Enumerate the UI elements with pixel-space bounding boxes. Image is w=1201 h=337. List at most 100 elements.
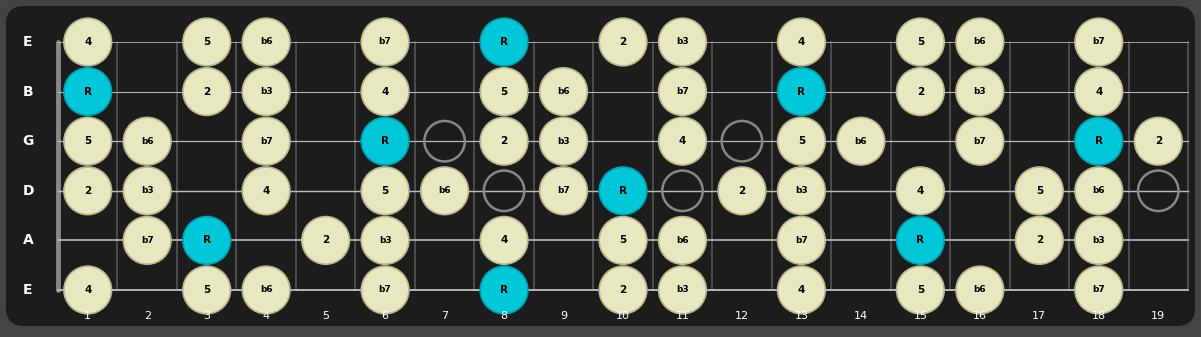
Ellipse shape xyxy=(480,117,528,165)
Text: b6: b6 xyxy=(557,87,569,96)
Text: 2: 2 xyxy=(916,87,924,97)
Text: b6: b6 xyxy=(855,137,867,146)
Text: b3: b3 xyxy=(795,186,808,195)
Text: b6: b6 xyxy=(141,137,154,146)
Ellipse shape xyxy=(956,117,1004,165)
Ellipse shape xyxy=(777,266,825,314)
Text: b7: b7 xyxy=(378,285,392,295)
Text: b3: b3 xyxy=(1093,236,1105,245)
Ellipse shape xyxy=(420,167,468,215)
Text: 4: 4 xyxy=(797,285,805,295)
Text: b6: b6 xyxy=(974,285,986,295)
FancyBboxPatch shape xyxy=(6,6,1195,326)
Text: b7: b7 xyxy=(974,137,986,146)
Ellipse shape xyxy=(956,68,1004,115)
Text: 2: 2 xyxy=(1035,236,1042,245)
Text: 5: 5 xyxy=(620,236,627,245)
Text: b7: b7 xyxy=(378,37,392,47)
Ellipse shape xyxy=(956,18,1004,66)
Ellipse shape xyxy=(897,68,944,115)
Ellipse shape xyxy=(480,266,528,314)
Ellipse shape xyxy=(64,266,112,314)
Ellipse shape xyxy=(658,18,706,66)
Text: b7: b7 xyxy=(1093,285,1105,295)
Ellipse shape xyxy=(1075,68,1123,115)
Text: b7: b7 xyxy=(676,87,689,96)
Text: D: D xyxy=(23,184,34,198)
Ellipse shape xyxy=(539,68,587,115)
Text: b6: b6 xyxy=(259,285,273,295)
Ellipse shape xyxy=(183,68,231,115)
Text: 5: 5 xyxy=(797,136,805,146)
Text: 5: 5 xyxy=(916,285,924,295)
Ellipse shape xyxy=(718,167,766,215)
Ellipse shape xyxy=(183,217,231,264)
Text: E: E xyxy=(23,35,32,49)
Text: G: G xyxy=(23,134,34,148)
Ellipse shape xyxy=(243,266,289,314)
Text: 5: 5 xyxy=(84,136,91,146)
Ellipse shape xyxy=(362,167,408,215)
Ellipse shape xyxy=(777,117,825,165)
Ellipse shape xyxy=(124,117,171,165)
Ellipse shape xyxy=(64,167,112,215)
Text: b7: b7 xyxy=(1093,37,1105,47)
Ellipse shape xyxy=(362,18,408,66)
Text: 10: 10 xyxy=(616,311,631,321)
Text: 2: 2 xyxy=(322,236,329,245)
Ellipse shape xyxy=(897,217,944,264)
Ellipse shape xyxy=(777,18,825,66)
Text: 4: 4 xyxy=(263,311,270,321)
Ellipse shape xyxy=(480,217,528,264)
Ellipse shape xyxy=(183,18,231,66)
Text: 4: 4 xyxy=(382,87,389,97)
Text: b6: b6 xyxy=(974,37,986,47)
Ellipse shape xyxy=(243,167,289,215)
Text: R: R xyxy=(500,285,508,295)
Ellipse shape xyxy=(599,18,647,66)
Ellipse shape xyxy=(362,117,408,165)
Text: E: E xyxy=(23,283,32,297)
Text: 18: 18 xyxy=(1092,311,1106,321)
Ellipse shape xyxy=(64,68,112,115)
Ellipse shape xyxy=(777,217,825,264)
Ellipse shape xyxy=(1016,167,1063,215)
Text: b3: b3 xyxy=(676,37,689,47)
Text: 17: 17 xyxy=(1032,311,1046,321)
Text: 13: 13 xyxy=(794,311,808,321)
Text: R: R xyxy=(381,136,389,146)
Ellipse shape xyxy=(599,217,647,264)
Text: 4: 4 xyxy=(916,186,924,196)
Text: 14: 14 xyxy=(854,311,868,321)
Ellipse shape xyxy=(362,68,408,115)
Text: 2: 2 xyxy=(1154,136,1161,146)
Text: 6: 6 xyxy=(382,311,389,321)
Text: b7: b7 xyxy=(141,236,154,245)
Text: b3: b3 xyxy=(557,137,569,146)
Text: b3: b3 xyxy=(378,236,392,245)
Text: 4: 4 xyxy=(797,37,805,47)
Text: 5: 5 xyxy=(322,311,329,321)
Ellipse shape xyxy=(243,68,289,115)
Text: 4: 4 xyxy=(501,236,508,245)
Text: b6: b6 xyxy=(676,236,689,245)
Text: 5: 5 xyxy=(1035,186,1042,196)
Text: R: R xyxy=(1095,136,1103,146)
Text: 5: 5 xyxy=(916,37,924,47)
Text: 16: 16 xyxy=(973,311,987,321)
Ellipse shape xyxy=(897,167,944,215)
Text: 5: 5 xyxy=(501,87,508,97)
Text: 3: 3 xyxy=(203,311,210,321)
Text: b6: b6 xyxy=(259,37,273,47)
Text: 15: 15 xyxy=(914,311,927,321)
Text: 4: 4 xyxy=(84,285,91,295)
Text: R: R xyxy=(619,186,627,196)
Text: 9: 9 xyxy=(560,311,567,321)
Text: 5: 5 xyxy=(382,186,389,196)
Ellipse shape xyxy=(1016,217,1063,264)
Ellipse shape xyxy=(539,117,587,165)
Ellipse shape xyxy=(64,18,112,66)
Ellipse shape xyxy=(599,266,647,314)
Ellipse shape xyxy=(837,117,885,165)
Ellipse shape xyxy=(1075,18,1123,66)
